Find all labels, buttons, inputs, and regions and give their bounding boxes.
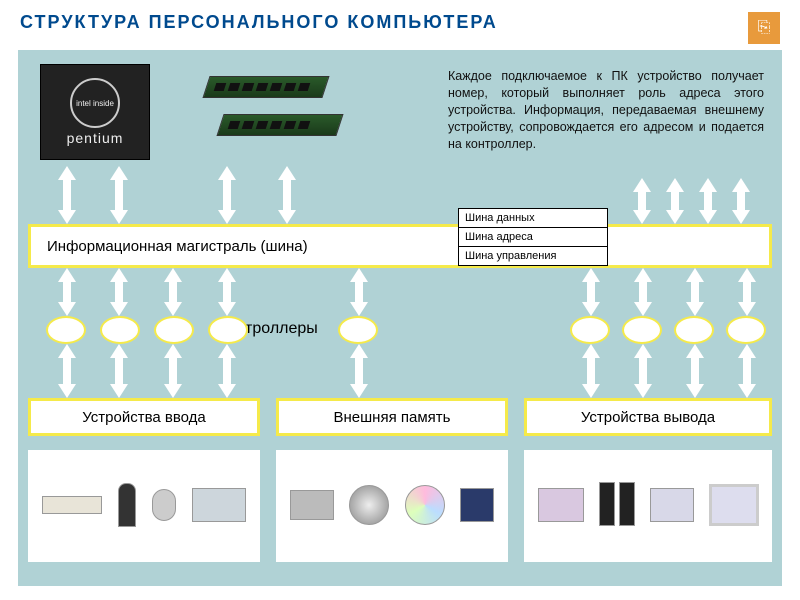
- bus-box: Информационная магистраль (шина): [28, 224, 772, 268]
- external-memory-box: Внешняя память: [276, 398, 508, 436]
- floppy-drive-icon: [290, 490, 334, 522]
- cpu-brand: pentium: [67, 130, 124, 146]
- arrow-icon: [58, 344, 76, 398]
- arrow-icon: [634, 344, 652, 398]
- bus-type-row: Шина управления: [459, 247, 607, 265]
- output-devices-image: [524, 450, 772, 562]
- input-devices-box: Устройства ввода: [28, 398, 260, 436]
- arrow-icon: [164, 268, 182, 316]
- arrow-icon: [110, 166, 128, 224]
- arrow-icon: [634, 268, 652, 316]
- photo-printer-icon: [650, 488, 694, 524]
- arrow-icon: [58, 268, 76, 316]
- page-title: СТРУКТУРА ПЕРСОНАЛЬНОГО КОМПЬЮТЕРА: [20, 12, 498, 33]
- arrow-icon: [732, 178, 750, 224]
- keyboard-icon: [42, 496, 102, 516]
- diagram-canvas: intel inside pentium Каждое подключаемое…: [18, 50, 782, 586]
- controller-oval: [208, 316, 248, 344]
- arrow-icon: [582, 344, 600, 398]
- arrow-icon: [350, 268, 368, 316]
- controller-oval: [622, 316, 662, 344]
- expand-button[interactable]: ⎘: [748, 12, 780, 44]
- mouse-icon: [152, 489, 176, 523]
- arrow-icon: [110, 268, 128, 316]
- cpu-logo: intel inside: [70, 78, 120, 128]
- arrow-icon: [218, 344, 236, 398]
- cd-icon: [405, 485, 445, 527]
- controller-oval: [726, 316, 766, 344]
- diskette-icon: [460, 488, 494, 524]
- monitor-icon: [709, 484, 759, 528]
- arrow-icon: [218, 166, 236, 224]
- arrow-icon: [686, 344, 704, 398]
- joystick-icon: [118, 483, 136, 529]
- ram-image: [186, 70, 356, 160]
- input-devices-image: [28, 450, 260, 562]
- arrow-icon: [58, 166, 76, 224]
- arrow-icon: [110, 344, 128, 398]
- controller-oval: [46, 316, 86, 344]
- arrow-icon: [582, 268, 600, 316]
- controller-oval: [674, 316, 714, 344]
- cpu-image: intel inside pentium: [40, 64, 150, 160]
- scanner-icon: [192, 488, 246, 524]
- arrow-icon: [218, 268, 236, 316]
- arrow-icon: [164, 344, 182, 398]
- external-memory-image: [276, 450, 508, 562]
- controller-oval: [100, 316, 140, 344]
- bus-type-row: Шина данных: [459, 209, 607, 228]
- arrow-icon: [738, 344, 756, 398]
- arrow-icon: [633, 178, 651, 224]
- bus-types-list: Шина данных Шина адреса Шина управления: [458, 208, 608, 266]
- hdd-icon: [349, 485, 389, 527]
- arrow-icon: [350, 344, 368, 398]
- description-text: Каждое подключаемое к ПК устройство полу…: [448, 68, 764, 152]
- arrow-icon: [278, 166, 296, 224]
- output-devices-box: Устройства вывода: [524, 398, 772, 436]
- arrow-icon: [686, 268, 704, 316]
- controller-oval: [570, 316, 610, 344]
- speakers-icon: [599, 482, 635, 531]
- arrow-icon: [699, 178, 717, 224]
- printer-icon: [538, 488, 584, 524]
- bus-type-row: Шина адреса: [459, 228, 607, 247]
- controller-oval: [154, 316, 194, 344]
- controller-oval: [338, 316, 378, 344]
- arrow-icon: [738, 268, 756, 316]
- arrow-icon: [666, 178, 684, 224]
- bus-label: Информационная магистраль (шина): [47, 238, 308, 255]
